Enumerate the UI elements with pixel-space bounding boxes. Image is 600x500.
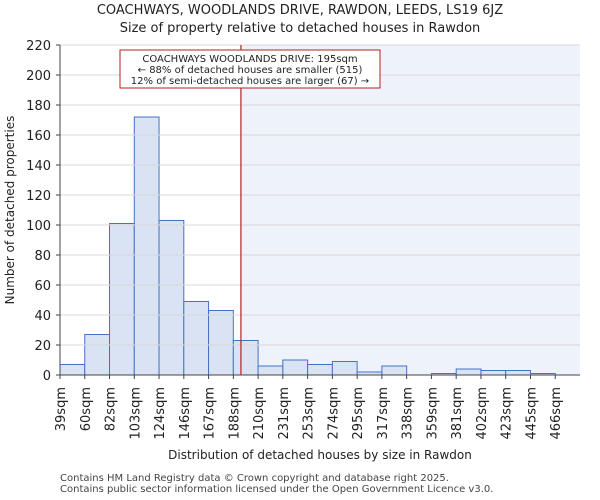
- y-tick-label: 140: [26, 159, 51, 174]
- footer-line-2: Contains public sector information licen…: [60, 484, 494, 495]
- histogram-bar: [480, 370, 507, 376]
- histogram-bar: [257, 365, 284, 376]
- chart-title: COACHWAYS, WOODLANDS DRIVE, RAWDON, LEED…: [96, 3, 504, 18]
- histogram-bar: [133, 116, 160, 376]
- x-tick-label: 359sqm: [425, 387, 440, 440]
- annotation-line-2: ← 88% of detached houses are smaller (51…: [138, 65, 363, 76]
- y-axis-label: Number of detached properties: [3, 116, 17, 305]
- histogram-bar: [331, 361, 358, 376]
- x-tick-label: 231sqm: [277, 387, 292, 440]
- y-tick-label: 20: [34, 339, 51, 354]
- y-tick-label: 100: [26, 219, 51, 234]
- footer-line-1: Contains HM Land Registry data © Crown c…: [60, 473, 449, 484]
- x-axis-label: Distribution of detached houses by size …: [168, 448, 472, 462]
- annotation-line-1: COACHWAYS WOODLANDS DRIVE: 195sqm: [142, 54, 357, 65]
- y-tick-label: 220: [26, 39, 51, 54]
- x-tick-label: 82sqm: [104, 387, 119, 431]
- y-tick-label: 0: [43, 369, 51, 384]
- x-tick-label: 381sqm: [450, 387, 465, 440]
- x-tick-label: 188sqm: [227, 387, 242, 440]
- y-tick-label: 60: [34, 279, 51, 294]
- histogram-bar: [455, 368, 482, 376]
- annotation-line-3: 12% of semi-detached houses are larger (…: [131, 76, 369, 87]
- histogram-bar: [307, 364, 333, 376]
- y-tick-label: 40: [34, 309, 51, 324]
- histogram-bar: [59, 364, 86, 376]
- x-tick-label: 39sqm: [54, 387, 69, 431]
- y-tick-label: 120: [26, 189, 51, 204]
- histogram-bar: [282, 359, 309, 376]
- histogram-bar: [381, 365, 408, 376]
- histogram-bar: [109, 223, 135, 376]
- histogram-bar: [84, 334, 111, 376]
- x-tick-label: 210sqm: [252, 387, 267, 440]
- y-tick-label: 180: [26, 99, 51, 114]
- x-tick-label: 317sqm: [376, 387, 391, 440]
- x-tick-label: 338sqm: [401, 387, 416, 440]
- x-tick-label: 274sqm: [326, 387, 341, 440]
- x-tick-label: 60sqm: [79, 387, 94, 431]
- histogram-bar: [183, 301, 210, 376]
- x-tick-label: 103sqm: [128, 387, 143, 440]
- chart-subtitle: Size of property relative to detached ho…: [119, 21, 481, 36]
- histogram-bar: [505, 370, 531, 376]
- x-tick-label: 402sqm: [475, 387, 490, 440]
- x-tick-label: 445sqm: [524, 387, 539, 440]
- larger-region-shade: [240, 45, 580, 375]
- x-tick-label: 124sqm: [153, 387, 168, 440]
- y-tick-label: 80: [34, 249, 51, 264]
- histogram-bar: [232, 340, 259, 376]
- annotation-box: COACHWAYS WOODLANDS DRIVE: 195sqm ← 88% …: [119, 49, 381, 89]
- x-tick-label: 466sqm: [549, 387, 564, 440]
- y-tick-label: 200: [26, 69, 51, 84]
- y-tick-label: 160: [26, 129, 51, 144]
- x-tick-label: 167sqm: [203, 387, 218, 440]
- x-tick-label: 253sqm: [302, 387, 317, 440]
- x-tick-label: 423sqm: [500, 387, 515, 440]
- histogram-bar: [208, 310, 234, 376]
- histogram-bar: [158, 220, 185, 376]
- x-tick-label: 295sqm: [351, 387, 366, 440]
- x-tick-label: 146sqm: [178, 387, 193, 440]
